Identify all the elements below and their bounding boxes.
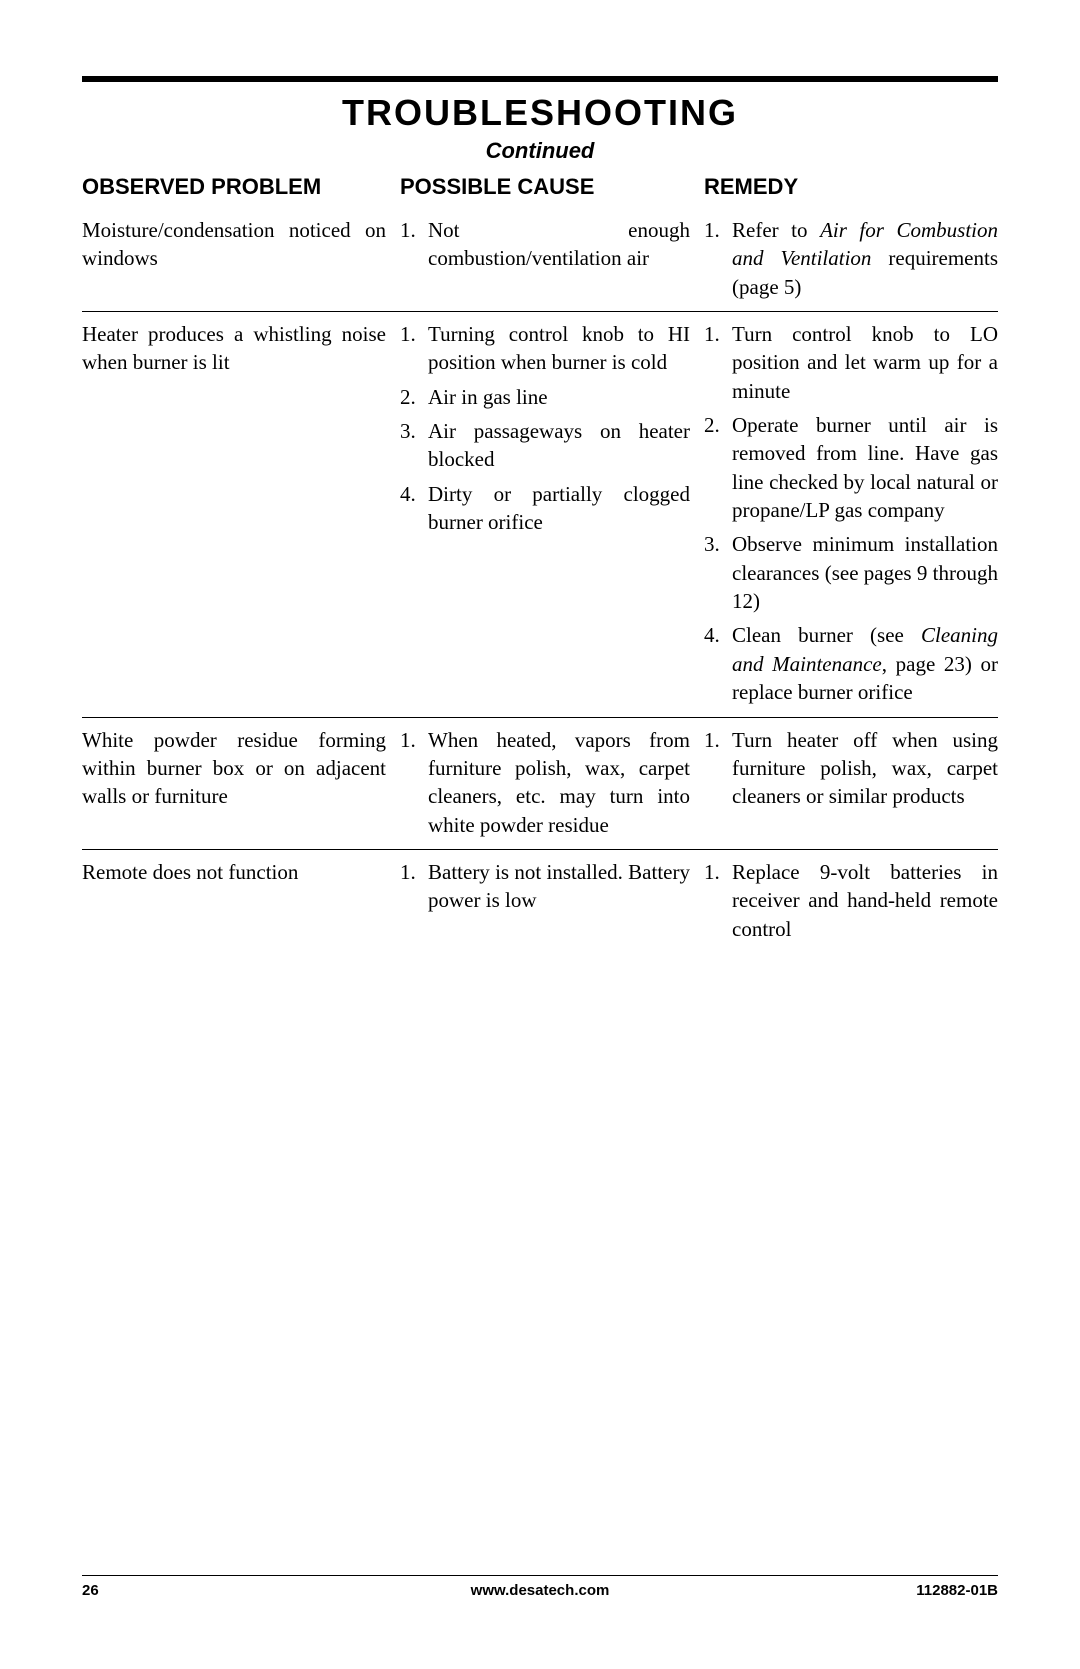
cause-list: 1. Not enough combustion/ventilation air [400,216,690,273]
list-item-number: 1. [400,216,416,244]
list-item-text: Observe minimum installation clearances … [732,532,998,613]
header-possible-cause: POSSIBLE CAUSE [400,174,704,200]
page-subtitle: Continued [82,138,998,164]
observed-problem-cell: Heater produces a whistling noise when b… [82,320,400,706]
page-title: TROUBLESHOOTING [82,92,998,134]
list-item-number: 1. [704,320,720,348]
table-row: White powder residue forming within burn… [82,718,998,850]
remedy-cell: 1. Turn control knob to LO position and l… [704,320,998,706]
list-item-number: 3. [400,417,416,445]
list-item: 2. Air in gas line [400,383,690,411]
list-item: 4. Dirty or partially clogged burner orif… [400,480,690,537]
list-item-text: Turning control knob to HI position when… [428,322,690,374]
table-row: Heater produces a whistling noise when b… [82,312,998,717]
possible-cause-cell: 1. When heated, vapors from furniture pol… [400,726,704,839]
list-item-text: Not enough combustion/ventilation air [428,218,690,270]
page-container: TROUBLESHOOTING Continued OBSERVED PROBL… [0,0,1080,1669]
column-headers: OBSERVED PROBLEM POSSIBLE CAUSE REMEDY [82,174,998,200]
list-item-number: 1. [400,320,416,348]
observed-problem-cell: Moisture/condensation noticed on windows [82,216,400,301]
list-item-text: Air passageways on heater blocked [428,419,690,471]
list-item: 1. Not enough combustion/ventilation air [400,216,690,273]
list-item-number: 3. [704,530,720,558]
list-item: 1. Battery is not installed. Battery powe… [400,858,690,915]
remedy-list: 1. Turn control knob to LO position and l… [704,320,998,706]
list-item: 1. Refer to Air for Combustion and Ventil… [704,216,998,301]
list-item-number: 1. [704,858,720,886]
troubleshooting-table: Moisture/condensation noticed on windows… [82,208,998,953]
list-item-text: Operate burner until air is removed from… [732,413,998,522]
list-item-text: Refer to Air for Combustion and Ventilat… [732,218,998,299]
remedy-list: 1. Replace 9-volt batteries in receiver a… [704,858,998,943]
remedy-cell: 1. Refer to Air for Combustion and Ventil… [704,216,998,301]
list-item: 3. Observe minimum installation clearance… [704,530,998,615]
header-observed-problem: OBSERVED PROBLEM [82,174,400,200]
list-item-number: 1. [400,726,416,754]
observed-problem-cell: Remote does not function [82,858,400,943]
list-item-number: 2. [704,411,720,439]
list-item-number: 4. [704,621,720,649]
cause-list: 1. When heated, vapors from furniture pol… [400,726,690,839]
list-item-number: 1. [400,858,416,886]
list-item-text: Turn control knob to LO position and let… [732,322,998,403]
list-item-text: Battery is not installed. Battery power … [428,860,690,912]
list-item: 4. Clean burner (see Cleaning and Mainten… [704,621,998,706]
footer-doc-number: 112882-01B [916,1582,998,1599]
header-remedy: REMEDY [704,174,998,200]
list-item-text: Replace 9-volt batteries in receiver and… [732,860,998,941]
cause-list: 1. Battery is not installed. Battery powe… [400,858,690,915]
top-rule [82,76,998,82]
list-item-number: 2. [400,383,416,411]
observed-problem-cell: White powder residue forming within burn… [82,726,400,839]
possible-cause-cell: 1. Turning control knob to HI position wh… [400,320,704,706]
remedy-list: 1. Refer to Air for Combustion and Ventil… [704,216,998,301]
list-item: 2. Operate burner until air is removed fr… [704,411,998,524]
list-item-number: 4. [400,480,416,508]
list-item-text: When heated, vapors from furniture polis… [428,728,690,837]
cause-list: 1. Turning control knob to HI position wh… [400,320,690,536]
list-item-text: Turn heater off when using furniture pol… [732,728,998,809]
remedy-list: 1. Turn heater off when using furniture p… [704,726,998,811]
list-item-text: Air in gas line [428,385,548,409]
possible-cause-cell: 1. Not enough combustion/ventilation air [400,216,704,301]
page-footer: 26 www.desatech.com 112882-01B [82,1575,998,1599]
list-item: 3. Air passageways on heater blocked [400,417,690,474]
possible-cause-cell: 1. Battery is not installed. Battery powe… [400,858,704,943]
footer-url: www.desatech.com [82,1582,998,1599]
list-item: 1. Turn control knob to LO position and l… [704,320,998,405]
list-item-text: Clean burner (see Cleaning and Maintenan… [732,623,998,704]
remedy-cell: 1. Replace 9-volt batteries in receiver a… [704,858,998,943]
list-item: 1. Replace 9-volt batteries in receiver a… [704,858,998,943]
list-item: 1. Turn heater off when using furniture p… [704,726,998,811]
list-item-number: 1. [704,726,720,754]
remedy-cell: 1. Turn heater off when using furniture p… [704,726,998,839]
table-row: Moisture/condensation noticed on windows… [82,208,998,312]
list-item: 1. When heated, vapors from furniture pol… [400,726,690,839]
list-item: 1. Turning control knob to HI position wh… [400,320,690,377]
table-row: Remote does not function1.Battery is not… [82,850,998,953]
list-item-number: 1. [704,216,720,244]
footer-page-number: 26 [82,1582,99,1599]
list-item-text: Dirty or partially clogged burner orific… [428,482,690,534]
